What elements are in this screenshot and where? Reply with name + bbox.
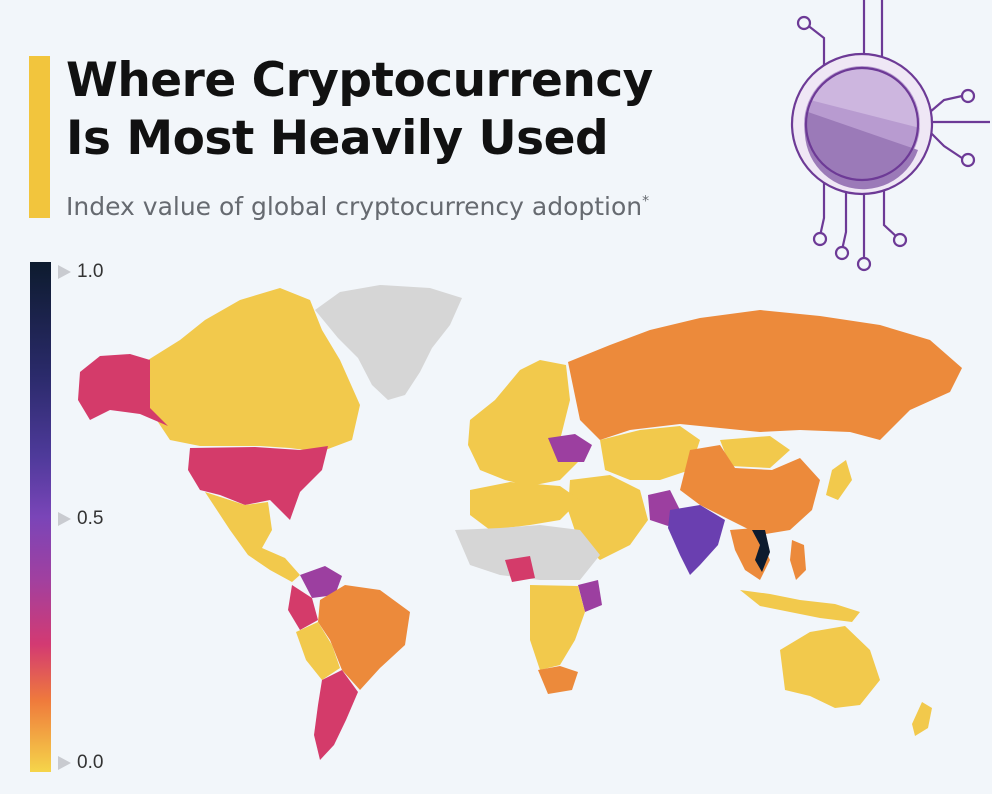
region-kenya <box>578 580 602 612</box>
legend-tick-max: 1.0 <box>58 261 103 283</box>
region-greenland <box>315 285 462 400</box>
region-india <box>668 505 725 575</box>
region-southern-africa <box>530 585 585 670</box>
region-africa-no-data <box>455 525 600 580</box>
region-china <box>680 445 820 535</box>
region-mongolia <box>720 436 790 468</box>
region-indonesia <box>740 590 860 622</box>
region-venezuela <box>300 566 342 598</box>
region-ukraine <box>548 434 592 462</box>
region-central-asia <box>600 426 700 480</box>
tick-arrow-icon <box>58 512 71 526</box>
legend-tick-min: 0.0 <box>58 752 103 774</box>
region-canada <box>148 288 360 452</box>
region-south-africa <box>538 666 578 694</box>
region-russia <box>568 310 962 440</box>
color-scale-bar <box>30 262 51 772</box>
region-usa <box>188 446 328 520</box>
region-japan <box>826 460 852 500</box>
subtitle: Index value of global cryptocurrency ado… <box>66 192 650 221</box>
tick-arrow-icon <box>58 265 71 279</box>
region-mexico <box>205 492 300 582</box>
tick-arrow-icon <box>58 756 71 770</box>
region-colombia <box>288 585 318 630</box>
region-argentina <box>314 670 358 760</box>
region-nigeria <box>505 556 535 582</box>
region-vietnam <box>752 530 770 572</box>
legend-tick-mid: 0.5 <box>58 508 103 530</box>
region-peru <box>296 622 340 680</box>
footnote-mark: * <box>642 193 650 210</box>
region-new-zealand <box>912 702 932 736</box>
region-europe <box>468 360 580 486</box>
title-accent-bar <box>29 56 50 218</box>
region-australia <box>780 626 880 708</box>
region-philippines <box>790 540 806 580</box>
region-brazil <box>318 585 410 690</box>
region-alaska <box>78 354 168 426</box>
page-title: Where Cryptocurrency Is Most Heavily Used <box>66 53 653 166</box>
region-north-africa <box>470 482 580 530</box>
region-middle-east <box>568 475 648 560</box>
crypto-coin-circuit-icon <box>790 0 990 272</box>
